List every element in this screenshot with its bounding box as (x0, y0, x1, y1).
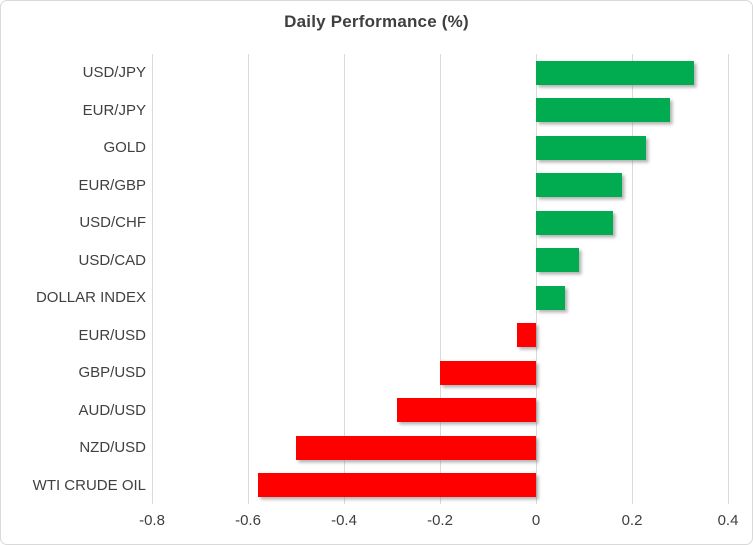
gridline-0-8 (151, 54, 153, 504)
category-axis: USD/JPY EUR/JPY GOLD EUR/GBP USD/CHF USD/CAD D… (1, 54, 146, 504)
category-label-aud-usd: AUD/USD (78, 401, 146, 419)
bar-wti-crude-oil (257, 473, 536, 498)
bar-aud-usd (396, 398, 536, 423)
x-tick-label-0-6: -0.6 (235, 512, 261, 529)
category-label-gbp-usd: GBP/USD (78, 364, 146, 381)
plot-area (151, 54, 729, 504)
x-tick-label-0-2: -0.2 (427, 512, 453, 529)
category-label-eur-jpy: EUR/JPY (82, 101, 146, 119)
value-axis: -0.8 -0.6 -0.4 -0.2 0 0.2 0.4 (139, 512, 738, 534)
bar-usd-cad (536, 248, 580, 273)
x-tick-label-0: 0 (531, 512, 541, 529)
category-label-eur-gbp: EUR/GBP (78, 176, 146, 194)
category-label-wti-crude-oil: WTI CRUDE OIL (32, 476, 146, 494)
category-label-nzd-usd: NZD/USD (79, 439, 146, 456)
category-label-dollar-index: DOLLAR INDEX (35, 289, 146, 306)
chart-title: Daily Performance (%) (284, 12, 469, 31)
x-tick-label-0-8: -0.8 (139, 512, 165, 529)
bar-gold (536, 135, 647, 160)
bar-gbp-usd (440, 360, 536, 385)
x-tick-label-0-4: -0.4 (331, 512, 357, 529)
category-label-gold: GOLD (103, 139, 146, 156)
gridline-0-2 (439, 54, 441, 504)
bar-dollar-index (536, 285, 565, 310)
category-label-usd-chf: USD/CHF (79, 214, 146, 231)
gridline-0 (535, 54, 537, 504)
x-tick-label-0-4: 0.4 (717, 512, 739, 529)
bar-usd-chf (536, 210, 613, 235)
bar-usd-jpy (536, 60, 695, 85)
category-label-eur-usd: EUR/USD (78, 326, 146, 344)
gridline-0-2 (631, 54, 633, 504)
x-tick-label-0-2: 0.2 (621, 512, 643, 529)
bar-nzd-usd (296, 435, 536, 460)
category-label-usd-jpy: USD/JPY (82, 64, 146, 81)
bar-eur-gbp (536, 173, 623, 198)
bar-eur-jpy (536, 98, 671, 123)
gridline-0-4 (727, 54, 729, 504)
gridline-0-6 (247, 54, 249, 504)
bar-eur-usd (516, 323, 536, 348)
category-label-usd-cad: USD/CAD (78, 251, 146, 269)
gridline-0-4 (343, 54, 345, 504)
